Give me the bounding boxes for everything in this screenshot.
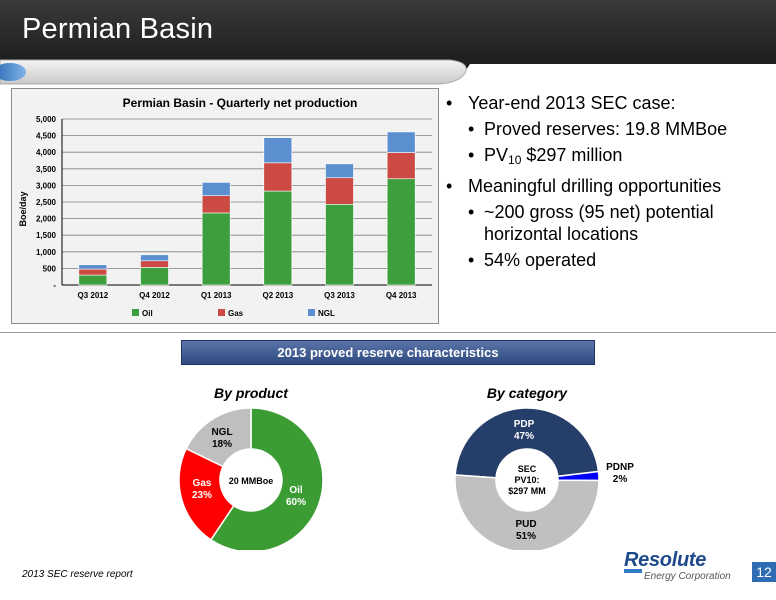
- bar-oil-q1-2013: [201, 212, 231, 286]
- y-tick-label: 500: [43, 264, 57, 273]
- pv-subscript: 10: [508, 153, 522, 167]
- bullet-text: Proved reserves: 19.8 MMBoe: [484, 119, 728, 139]
- y-tick-label: 5,000: [36, 115, 57, 124]
- bar-oil-q2-2013: [263, 190, 293, 286]
- bar-oil-q4-2012: [140, 267, 169, 286]
- section-divider: [0, 332, 776, 333]
- bullet-text: Meaningful drilling opportunities: [468, 176, 722, 196]
- reserve-banner: 2013 proved reserve characteristics: [181, 340, 595, 365]
- x-tick-label: Q3 2012: [77, 291, 108, 300]
- bar-gas-q4-2013: [386, 152, 416, 180]
- pie-category-center-label: SEC: [518, 464, 537, 474]
- bar-oil-q3-2013: [325, 204, 354, 286]
- bullet-pv10: • PV10 $297 million: [468, 145, 623, 167]
- pie-value-pdnp: 2%: [613, 474, 628, 485]
- y-tick-label: 4,500: [36, 132, 57, 141]
- legend-swatch-ngl: [308, 309, 315, 316]
- pie-slice-pdp: [454, 407, 600, 479]
- pie-value-ngl: 18%: [212, 439, 232, 450]
- bar-oil-q4-2013: [386, 178, 416, 286]
- pie-label-gas: Gas: [193, 478, 212, 489]
- resolute-logo: Resolute Energy Corporation: [624, 548, 748, 584]
- pie-product-title: By product: [214, 385, 289, 401]
- bullet-sec-case: • Year-end 2013 SEC case:: [446, 93, 676, 113]
- pie-label-ngl: NGL: [211, 427, 232, 438]
- bullet-list: • Year-end 2013 SEC case: • Proved reserve…: [442, 92, 776, 275]
- y-tick-label: 4,000: [36, 148, 57, 157]
- x-tick-label: Q2 2013: [262, 291, 293, 300]
- slide-title: Permian Basin: [22, 13, 214, 45]
- pie-label-oil: Oil: [289, 485, 303, 496]
- pie-category-center-label: $297 MM: [508, 486, 546, 496]
- bar-gas-q3-2012: [78, 268, 108, 276]
- pie-value-pdp: 47%: [514, 431, 534, 442]
- bar-ngl-q3-2013: [325, 163, 354, 179]
- pie-category-title: By category: [487, 385, 568, 401]
- legend-label-oil: Oil: [142, 309, 153, 318]
- bullet-proved-reserves: • Proved reserves: 19.8 MMBoe: [468, 119, 728, 139]
- bullet-operated: • 54% operated: [468, 250, 597, 270]
- logo-name: Resolute: [624, 549, 707, 571]
- y-tick-label: -: [53, 281, 56, 290]
- x-tick-label: Q3 2013: [324, 291, 355, 300]
- pie-slice-gas: [178, 447, 235, 541]
- bullet-text-value: $297 million: [521, 145, 623, 165]
- pie-value-oil: 60%: [286, 497, 306, 508]
- x-tick-label: Q4 2013: [386, 291, 417, 300]
- logo-tagline: Energy Corporation: [644, 571, 731, 582]
- bar-ngl-q3-2012: [78, 264, 108, 270]
- pie-value-gas: 23%: [192, 490, 212, 501]
- bar-ngl-q4-2013: [386, 131, 416, 153]
- y-tick-label: 1,500: [36, 231, 57, 240]
- legend-swatch-oil: [132, 309, 139, 316]
- chart-title: Permian Basin - Quarterly net production: [123, 96, 358, 110]
- bar-gas-q4-2012: [140, 260, 169, 268]
- header-swoosh: [0, 58, 776, 85]
- pie-category-center-label: PV10:: [514, 475, 539, 485]
- y-axis-label: Boe/day: [18, 191, 28, 226]
- y-tick-label: 2,500: [36, 198, 57, 207]
- y-tick-label: 1,000: [36, 248, 57, 257]
- bullet-text-pv: PV: [484, 145, 509, 165]
- pie-label-pud: PUD: [515, 519, 536, 530]
- bullet-text: ~200 gross (95 net) potential horizontal…: [484, 202, 714, 244]
- bullet-locations: • ~200 gross (95 net) potential horizonta…: [468, 202, 714, 244]
- pie-label-pdp: PDP: [514, 419, 535, 430]
- bullet-text: 54% operated: [484, 250, 597, 270]
- bar-ngl-q2-2013: [263, 137, 293, 164]
- legend-label-gas: Gas: [228, 309, 244, 318]
- bar-gas-q3-2013: [325, 177, 354, 205]
- footnote: 2013 SEC reserve report: [22, 569, 133, 580]
- y-tick-label: 3,000: [36, 181, 57, 190]
- y-tick-label: 3,500: [36, 165, 57, 174]
- bullet-text: Year-end 2013 SEC case:: [468, 93, 676, 113]
- logo-bar: [624, 569, 642, 573]
- bar-ngl-q1-2013: [201, 182, 231, 196]
- title-bar: Permian Basin: [0, 0, 776, 58]
- x-tick-label: Q4 2012: [139, 291, 170, 300]
- x-tick-label: Q1 2013: [201, 291, 232, 300]
- bar-gas-q2-2013: [263, 162, 293, 192]
- legend-swatch-gas: [218, 309, 225, 316]
- pie-product-center-label: 20 MMBoe: [229, 476, 274, 486]
- page-number: 12: [752, 562, 776, 582]
- y-tick-label: 2,000: [36, 215, 57, 224]
- pie-slice-oil: [209, 407, 324, 550]
- pie-label-pdnp: PDNP: [606, 462, 634, 473]
- bar-oil-q3-2012: [78, 274, 108, 286]
- pie-slice-ngl: [185, 407, 252, 468]
- pie-slice-pud: [454, 474, 600, 550]
- legend-label-ngl: NGL: [318, 309, 335, 318]
- production-chart: Permian Basin - Quarterly net production…: [11, 88, 439, 324]
- bullet-drilling: • Meaningful drilling opportunities: [446, 176, 722, 196]
- bar-ngl-q4-2012: [140, 254, 169, 262]
- bar-gas-q1-2013: [201, 195, 231, 214]
- pie-value-pud: 51%: [516, 531, 536, 542]
